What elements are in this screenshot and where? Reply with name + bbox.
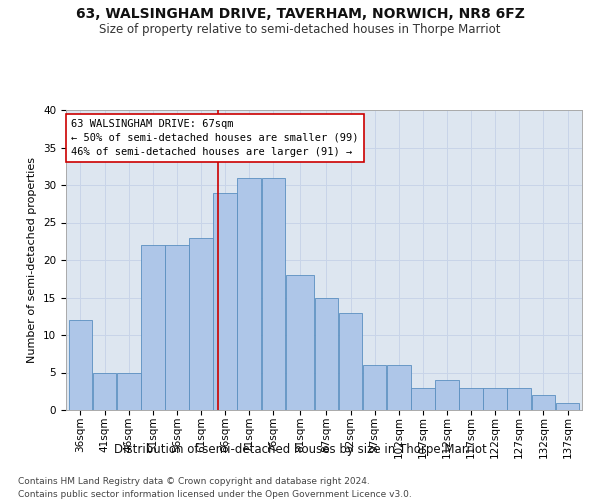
Y-axis label: Number of semi-detached properties: Number of semi-detached properties xyxy=(28,157,37,363)
Text: Contains HM Land Registry data © Crown copyright and database right 2024.: Contains HM Land Registry data © Crown c… xyxy=(18,478,370,486)
Bar xyxy=(189,238,213,410)
Bar xyxy=(484,388,507,410)
Text: Distribution of semi-detached houses by size in Thorpe Marriot: Distribution of semi-detached houses by … xyxy=(113,442,487,456)
Bar xyxy=(411,388,434,410)
Bar xyxy=(363,365,386,410)
Bar xyxy=(93,372,116,410)
Bar xyxy=(314,298,338,410)
Bar xyxy=(68,320,92,410)
Bar xyxy=(165,245,189,410)
Text: 63 WALSINGHAM DRIVE: 67sqm
← 50% of semi-detached houses are smaller (99)
46% of: 63 WALSINGHAM DRIVE: 67sqm ← 50% of semi… xyxy=(71,119,359,157)
Bar xyxy=(556,402,580,410)
Bar xyxy=(435,380,459,410)
Bar xyxy=(459,388,483,410)
Bar xyxy=(387,365,410,410)
Bar xyxy=(214,192,237,410)
Bar xyxy=(339,312,362,410)
Bar xyxy=(262,178,285,410)
Bar xyxy=(508,388,531,410)
Text: 63, WALSINGHAM DRIVE, TAVERHAM, NORWICH, NR8 6FZ: 63, WALSINGHAM DRIVE, TAVERHAM, NORWICH,… xyxy=(76,8,524,22)
Text: Contains public sector information licensed under the Open Government Licence v3: Contains public sector information licen… xyxy=(18,490,412,499)
Bar xyxy=(286,275,314,410)
Text: Size of property relative to semi-detached houses in Thorpe Marriot: Size of property relative to semi-detach… xyxy=(99,22,501,36)
Bar xyxy=(238,178,261,410)
Bar xyxy=(117,372,140,410)
Bar xyxy=(532,395,555,410)
Bar xyxy=(141,245,164,410)
